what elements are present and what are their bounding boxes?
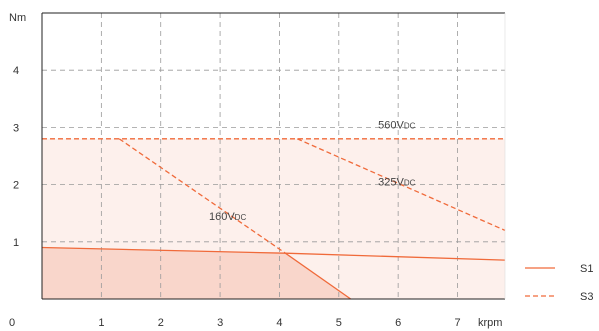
- voltage-unit: DC: [404, 122, 416, 131]
- legend-label-s3: S3: [580, 291, 593, 303]
- x-tick-label-6: 6: [395, 317, 401, 329]
- axes-layer: [41, 12, 506, 300]
- voltage-value: 560V: [378, 120, 404, 132]
- x-tick-label-2: 2: [158, 317, 164, 329]
- x-tick-label-4: 4: [276, 317, 282, 329]
- voltage-unit: DC: [404, 179, 416, 188]
- voltage-label-2: 160VDC: [209, 211, 246, 223]
- area-s1: [42, 247, 351, 299]
- fill-layer: [42, 138, 505, 299]
- tick-label-layer: 0 1 2 3 4 5 6 7 1 2 3 4: [9, 65, 461, 329]
- voltage-value: 160V: [209, 211, 235, 223]
- voltage-label-0: 560VDC: [378, 120, 415, 132]
- y-axis-label: Nm: [9, 12, 26, 24]
- series-layer: [41, 138, 506, 300]
- voltage-label-1: 325VDC: [378, 177, 415, 189]
- legend: S1 S3: [525, 263, 593, 303]
- x-tick-label-5: 5: [336, 317, 342, 329]
- x-axis-label: krpm: [478, 317, 502, 329]
- curve-segment-1: [118, 138, 286, 254]
- y-tick-label-4: 4: [13, 65, 19, 77]
- curve-segment-2: [296, 138, 506, 231]
- y-tick-label-1: 1: [13, 237, 19, 249]
- voltage-unit: DC: [235, 213, 247, 222]
- legend-label-s1: S1: [580, 263, 593, 275]
- x-tick-label-0: 0: [9, 317, 15, 329]
- x-tick-label-3: 3: [217, 317, 223, 329]
- x-tick-label-7: 7: [455, 317, 461, 329]
- voltage-value: 325V: [378, 177, 404, 189]
- y-tick-label-2: 2: [13, 180, 19, 192]
- x-tick-label-1: 1: [98, 317, 104, 329]
- y-tick-label-3: 3: [13, 122, 19, 134]
- curve-segment-0: [285, 252, 352, 300]
